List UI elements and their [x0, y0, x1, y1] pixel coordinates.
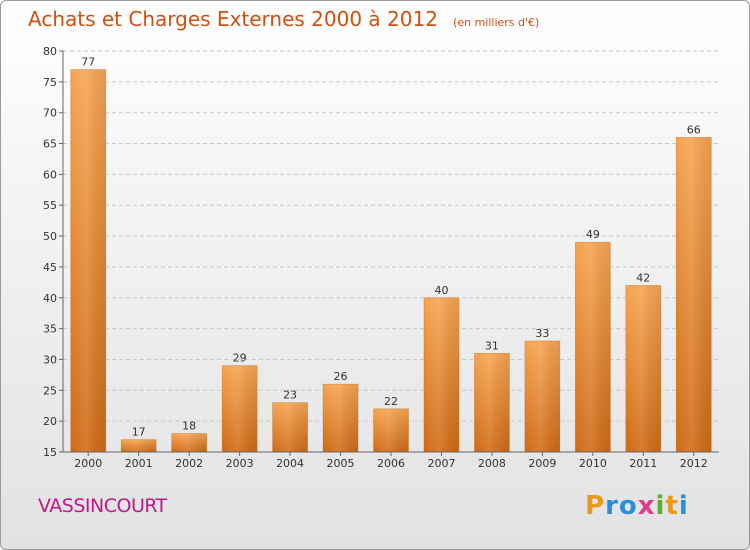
y-tick-label: 40 — [43, 292, 57, 305]
logo-letter: x — [637, 491, 656, 521]
y-tick-label: 45 — [43, 261, 57, 274]
y-tick-label: 55 — [43, 199, 57, 212]
bar-shade — [272, 402, 308, 453]
x-tick-label: 2000 — [74, 457, 102, 470]
logo-letter: r — [605, 491, 619, 521]
x-tick-label: 2010 — [579, 457, 607, 470]
y-tick-label: 20 — [43, 415, 57, 428]
bar-shade — [474, 352, 510, 453]
bar-shade — [322, 383, 359, 453]
x-tick-label: 2011 — [629, 457, 657, 470]
data-label: 23 — [283, 389, 297, 402]
bar-shade — [675, 137, 712, 453]
data-label: 33 — [535, 327, 549, 340]
bar-shade — [423, 297, 460, 453]
bar-shade — [221, 365, 258, 453]
data-label: 40 — [434, 284, 448, 297]
logo-letter: o — [618, 491, 638, 521]
y-tick-label: 30 — [43, 353, 57, 366]
x-tick-label: 2012 — [680, 457, 708, 470]
y-tick-label: 80 — [43, 45, 57, 58]
y-tick-label: 35 — [43, 323, 57, 336]
commune-name: VASSINCOURT — [38, 495, 167, 517]
x-tick-label: 2009 — [528, 457, 556, 470]
y-tick-label: 70 — [43, 107, 57, 120]
data-label: 22 — [384, 395, 398, 408]
y-tick-label: 65 — [43, 138, 57, 151]
x-tick-label: 2002 — [175, 457, 203, 470]
data-label: 31 — [485, 339, 499, 352]
proxiti-logo: Proxiti — [585, 491, 689, 521]
data-label: 66 — [687, 123, 701, 136]
chart-title: Achats et Charges Externes 2000 à 2012 — [28, 7, 438, 31]
y-tick-label: 25 — [43, 384, 57, 397]
bars: 77 17 18 29 23 26 22 40 31 33 49 42 66 — [70, 56, 712, 453]
data-label: 77 — [81, 56, 95, 69]
bar-shade — [70, 69, 107, 453]
y-tick-label: 60 — [43, 168, 57, 181]
bar-shade — [171, 433, 207, 453]
logo-letter: t — [665, 491, 679, 521]
data-label: 29 — [233, 352, 247, 365]
x-tick-label: 2005 — [327, 457, 355, 470]
x-tick-label: 2001 — [125, 457, 153, 470]
y-tick-label: 50 — [43, 230, 57, 243]
data-label: 42 — [636, 271, 650, 284]
x-tick-label: 2004 — [276, 457, 304, 470]
y-tick-label: 75 — [43, 76, 57, 89]
bar-shade — [625, 285, 662, 453]
logo-letter: P — [585, 491, 606, 521]
chart-subtitle: (en milliers d'€) — [453, 16, 540, 29]
data-label: 49 — [586, 228, 600, 241]
y-tick-label: 15 — [43, 446, 57, 459]
data-label: 18 — [182, 419, 196, 432]
logo-letter: i — [655, 491, 666, 521]
bar-shade — [575, 241, 611, 453]
x-tick-label: 2006 — [377, 457, 405, 470]
title-row: Achats et Charges Externes 2000 à 2012 (… — [28, 7, 539, 31]
x-tick-label: 2003 — [226, 457, 254, 470]
data-label: 26 — [334, 370, 348, 383]
axes: 15 20 25 30 35 40 45 50 55 60 65 70 75 80 2000 2001 2002… — [43, 45, 719, 470]
bar-shade — [120, 439, 157, 453]
bar-shade — [373, 408, 409, 453]
data-label: 17 — [132, 426, 146, 439]
x-tick-label: 2008 — [478, 457, 506, 470]
bar-shade — [524, 340, 561, 453]
grid-lines — [63, 50, 719, 422]
logo-letter: i — [678, 491, 689, 521]
x-tick-label: 2007 — [427, 457, 455, 470]
